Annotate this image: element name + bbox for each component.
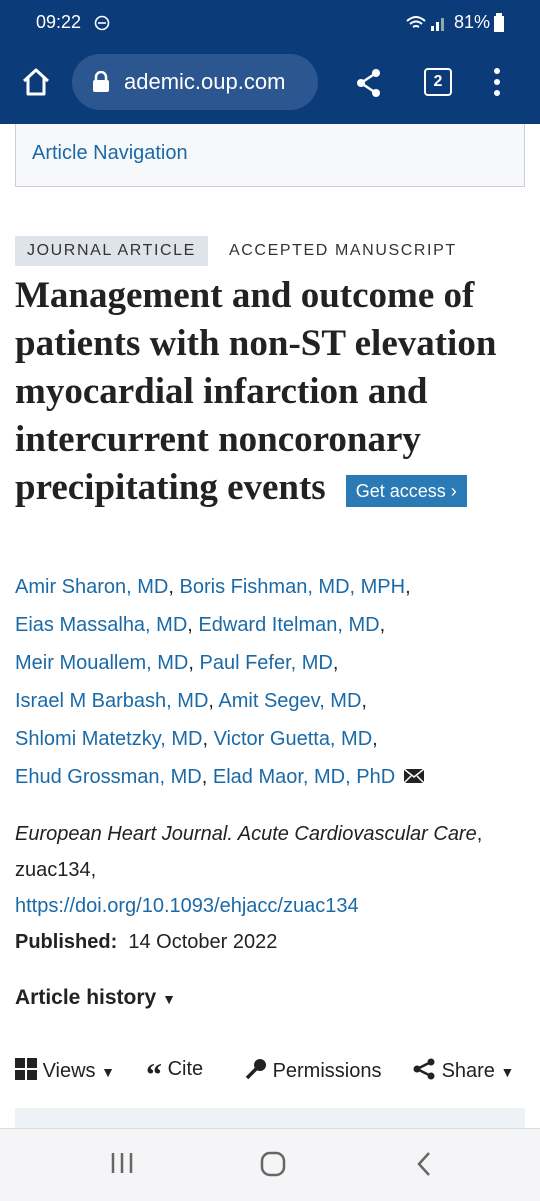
author-entry: Edward Itelman, MD, (198, 614, 385, 636)
published-date: 14 October 2022 (128, 931, 278, 953)
author-separator: , (202, 728, 209, 750)
author-link[interactable]: Boris Fishman, MD, MPH (179, 576, 406, 598)
author-link[interactable]: Elad Maor, MD, PhD (212, 766, 396, 788)
author-entry: Eias Massalha, MD, (15, 614, 193, 636)
title-text: Management and outcome of patients with … (15, 275, 497, 508)
author-entry: Ehud Grossman, MD, (15, 766, 207, 788)
author-link[interactable]: Meir Mouallem, MD (15, 652, 189, 674)
author-link[interactable]: Victor Guetta, MD (213, 728, 373, 750)
author-separator: , (379, 614, 386, 636)
system-nav-bar (0, 1128, 540, 1201)
clock: 09:22 (36, 12, 82, 32)
get-access-button[interactable]: Get access › (345, 474, 467, 507)
battery-level: 81% (454, 12, 491, 32)
content-box (15, 1108, 525, 1128)
author-entry: Amit Segev, MD, (218, 690, 367, 712)
back-button[interactable] (414, 1151, 434, 1177)
article-type-label: JOURNAL ARTICLE (15, 236, 208, 266)
home-button[interactable] (20, 66, 52, 98)
author-separator: , (188, 652, 194, 674)
article-history[interactable]: Article history ▼ (15, 986, 176, 1009)
toolbar: Views ▼ “ Cite Permissions Share ▼ (15, 1054, 525, 1092)
button-label: Get access (355, 480, 446, 501)
author-entry: Paul Fefer, MD, (199, 652, 338, 674)
author-entry: Victor Guetta, MD, (214, 728, 378, 750)
author-entry: Amir Sharon, MD, (15, 576, 174, 598)
browser-header: 09:22 81% ademic.oup.com 2 (0, 0, 540, 124)
author-separator: , (168, 576, 174, 598)
author-entry: Israel M Barbash, MD, (15, 690, 214, 712)
article-history-label: Article history (15, 986, 157, 1009)
views-label: Views (42, 1060, 96, 1082)
doi-link[interactable]: https://doi.org/10.1093/ehjacc/zuac134 (15, 895, 359, 917)
author-separator: , (208, 690, 214, 712)
recents-button[interactable] (110, 1151, 134, 1175)
author-link[interactable]: Amit Segev, MD (218, 690, 362, 712)
author-entry: Shlomi Matetzky, MD, (15, 728, 208, 750)
author-entry: Elad Maor, MD, PhD (213, 766, 425, 788)
battery-icon (494, 13, 504, 32)
share-menu[interactable]: Share ▼ (412, 1058, 514, 1083)
published-label: Published: (15, 931, 118, 953)
author-separator: , (187, 614, 193, 636)
citation-id: , zuac134, (15, 823, 483, 881)
author-entry: Meir Mouallem, MD, (15, 652, 194, 674)
share-label: Share (441, 1060, 495, 1082)
author-link[interactable]: Eias Massalha, MD (15, 614, 188, 636)
author-link[interactable]: Paul Fefer, MD (199, 652, 333, 674)
author-separator: , (405, 576, 411, 598)
author-link[interactable]: Israel M Barbash, MD (15, 690, 209, 712)
journal-name: European Heart Journal. Acute Cardiovasc… (15, 823, 477, 845)
signal-icons (406, 16, 444, 31)
status-icon (94, 15, 110, 31)
menu-button[interactable] (490, 66, 504, 98)
author-entry: Boris Fishman, MD, MPH, (180, 576, 411, 598)
article-title: Management and outcome of patients with … (15, 272, 525, 512)
author-link[interactable]: Shlomi Matetzky, MD (15, 728, 203, 750)
article-navigation-label: Article Navigation (32, 142, 188, 164)
lock-icon (93, 71, 109, 92)
author-link[interactable]: Amir Sharon, MD (15, 576, 169, 598)
views-icon (15, 1058, 37, 1080)
permissions-label: Permissions (272, 1060, 382, 1082)
email-icon[interactable] (403, 768, 425, 784)
author-list: Amir Sharon, MD, Boris Fishman, MD, MPH,… (15, 568, 515, 796)
url-text: ademic.oup.com (124, 69, 286, 94)
cite-button[interactable]: “ Cite (146, 1056, 204, 1092)
views-button[interactable]: Views ▼ (15, 1058, 115, 1083)
home-nav-button[interactable] (260, 1151, 286, 1177)
citation: European Heart Journal. Acute Cardiovasc… (15, 816, 515, 960)
author-link[interactable]: Edward Itelman, MD (198, 614, 380, 636)
address-bar[interactable]: ademic.oup.com (72, 54, 318, 110)
share-button[interactable] (355, 68, 383, 98)
share-icon (413, 1058, 435, 1080)
article-navigation[interactable]: Article Navigation (15, 124, 525, 187)
key-icon (245, 1059, 266, 1080)
author-separator: , (372, 728, 378, 750)
tabs-button[interactable]: 2 (424, 68, 452, 96)
author-link[interactable]: Ehud Grossman, MD (15, 766, 202, 788)
permissions-button[interactable]: Permissions (245, 1058, 381, 1083)
author-separator: , (201, 766, 208, 788)
author-separator: , (332, 652, 339, 674)
manuscript-label: ACCEPTED MANUSCRIPT (229, 242, 457, 259)
cite-label: Cite (167, 1058, 204, 1080)
author-separator: , (361, 690, 367, 712)
